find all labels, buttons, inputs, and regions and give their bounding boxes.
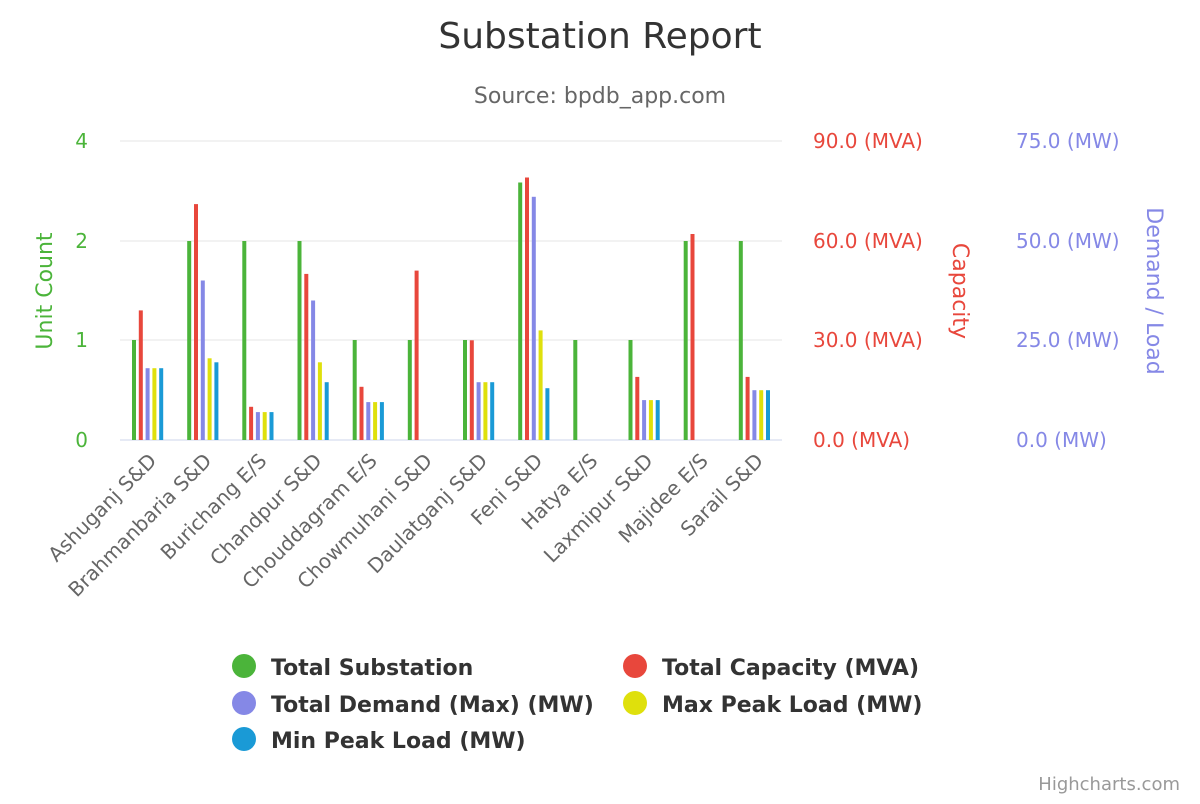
legend-marker-icon — [232, 691, 256, 715]
bar-max-peak-load-mw[interactable] — [207, 358, 212, 440]
capacity-tick-label: 0.0 (MVA) — [813, 428, 910, 452]
bar-total-substation[interactable] — [297, 241, 302, 440]
bar-total-substation[interactable] — [463, 340, 467, 440]
bar-total-capacity-mva[interactable] — [249, 406, 254, 440]
chart-title: Substation Report — [438, 16, 761, 57]
legend-label: Max Peak Load (MW) — [662, 693, 922, 718]
bar-min-peak-load-mw[interactable] — [324, 382, 329, 440]
bar-total-demand-max-mw[interactable] — [255, 412, 260, 440]
bar-total-capacity-mva[interactable] — [525, 177, 529, 441]
legend-label: Min Peak Load (MW) — [271, 729, 526, 754]
bar-max-peak-load-mw[interactable] — [483, 382, 488, 440]
bar-total-demand-max-mw[interactable] — [200, 280, 205, 441]
legend-item[interactable]: Total Demand (Max) (MW) — [232, 691, 594, 718]
bar-total-capacity-mva[interactable] — [635, 376, 640, 440]
bar-total-substation[interactable] — [683, 241, 688, 440]
bar-total-capacity-mva[interactable] — [138, 310, 143, 440]
bar-total-capacity-mva[interactable] — [414, 270, 419, 440]
bar-total-substation[interactable] — [407, 340, 412, 440]
bar-total-capacity-mva[interactable] — [194, 204, 198, 440]
bar-total-demand-max-mw[interactable] — [311, 300, 316, 441]
bar-total-substation[interactable] — [352, 340, 357, 440]
axes: 0 1 2 4 0.0 (MVA) 30.0 (MVA) 60.0 (MVA) 90.0 (M… — [33, 129, 1166, 452]
bar-total-substation[interactable] — [132, 340, 136, 440]
legend-item[interactable]: Total Substation — [232, 654, 473, 681]
bar-min-peak-load-mw[interactable] — [159, 368, 164, 440]
bar-total-capacity-mva[interactable] — [359, 386, 364, 440]
bar-total-substation[interactable] — [242, 241, 247, 440]
bar-min-peak-load-mw[interactable] — [269, 412, 274, 440]
bar-min-peak-load-mw[interactable] — [766, 390, 770, 440]
bar-min-peak-load-mw[interactable] — [545, 388, 550, 440]
bar-total-demand-max-mw[interactable] — [752, 390, 757, 440]
legend[interactable]: Total Substation Total Capacity (MVA) Tota… — [232, 654, 922, 754]
legend-marker-icon — [623, 654, 647, 678]
demand-tick-label: 75.0 (MW) — [1016, 129, 1120, 153]
bar-min-peak-load-mw[interactable] — [214, 362, 219, 440]
bar-total-substation[interactable] — [518, 182, 523, 441]
bar-max-peak-load-mw[interactable] — [317, 362, 322, 440]
credits-link[interactable]: Highcharts.com — [1038, 774, 1180, 795]
bar-total-demand-max-mw[interactable] — [145, 368, 150, 440]
bar-total-demand-max-mw[interactable] — [476, 382, 481, 440]
unit-count-axis-title: Unit Count — [33, 232, 58, 349]
unit-count-tick-label: 1 — [75, 328, 88, 352]
bar-min-peak-load-mw[interactable] — [379, 402, 384, 440]
capacity-tick-label: 30.0 (MVA) — [813, 328, 923, 352]
bar-total-substation[interactable] — [187, 241, 192, 440]
bar-max-peak-load-mw[interactable] — [152, 368, 157, 440]
bar-total-capacity-mva[interactable] — [745, 376, 750, 440]
bar-max-peak-load-mw[interactable] — [648, 400, 653, 440]
bar-min-peak-load-mw[interactable] — [655, 400, 660, 440]
bar-total-capacity-mva[interactable] — [469, 340, 474, 440]
chart-subtitle: Source: bpdb_app.com — [474, 84, 726, 109]
legend-label: Total Capacity (MVA) — [662, 656, 919, 681]
demand-tick-label: 50.0 (MW) — [1016, 229, 1120, 253]
bar-total-capacity-mva[interactable] — [304, 273, 309, 440]
bar-total-substation[interactable] — [573, 340, 578, 440]
bars — [132, 177, 770, 441]
bar-total-demand-max-mw[interactable] — [366, 402, 371, 440]
bar-max-peak-load-mw[interactable] — [538, 330, 543, 440]
legend-item[interactable]: Max Peak Load (MW) — [623, 691, 922, 718]
capacity-axis-title: Capacity — [947, 243, 972, 339]
bar-max-peak-load-mw[interactable] — [759, 390, 764, 440]
unit-count-tick-label: 2 — [75, 229, 88, 253]
capacity-tick-label: 90.0 (MVA) — [813, 129, 923, 153]
legend-item[interactable]: Total Capacity (MVA) — [623, 654, 919, 681]
bar-total-demand-max-mw[interactable] — [642, 400, 647, 440]
bar-total-substation[interactable] — [628, 340, 633, 440]
bar-min-peak-load-mw[interactable] — [490, 382, 495, 440]
legend-marker-icon — [623, 691, 647, 715]
bar-total-demand-max-mw[interactable] — [531, 196, 536, 440]
unit-count-tick-label: 0 — [75, 428, 88, 452]
bar-max-peak-load-mw[interactable] — [262, 412, 267, 440]
capacity-tick-label: 60.0 (MVA) — [813, 229, 923, 253]
legend-label: Total Demand (Max) (MW) — [271, 693, 594, 718]
legend-item[interactable]: Min Peak Load (MW) — [232, 727, 526, 754]
demand-tick-label: 25.0 (MW) — [1016, 328, 1120, 352]
demand-load-axis-title: Demand / Load — [1141, 207, 1166, 374]
legend-marker-icon — [232, 654, 256, 678]
unit-count-tick-label: 4 — [75, 129, 88, 153]
bar-total-capacity-mva[interactable] — [690, 234, 695, 440]
legend-label: Total Substation — [271, 656, 473, 681]
grid-lines — [120, 140, 782, 441]
demand-tick-label: 0.0 (MW) — [1016, 428, 1107, 452]
bar-total-substation[interactable] — [738, 241, 743, 440]
legend-marker-icon — [232, 727, 256, 751]
bar-max-peak-load-mw[interactable] — [373, 402, 378, 440]
